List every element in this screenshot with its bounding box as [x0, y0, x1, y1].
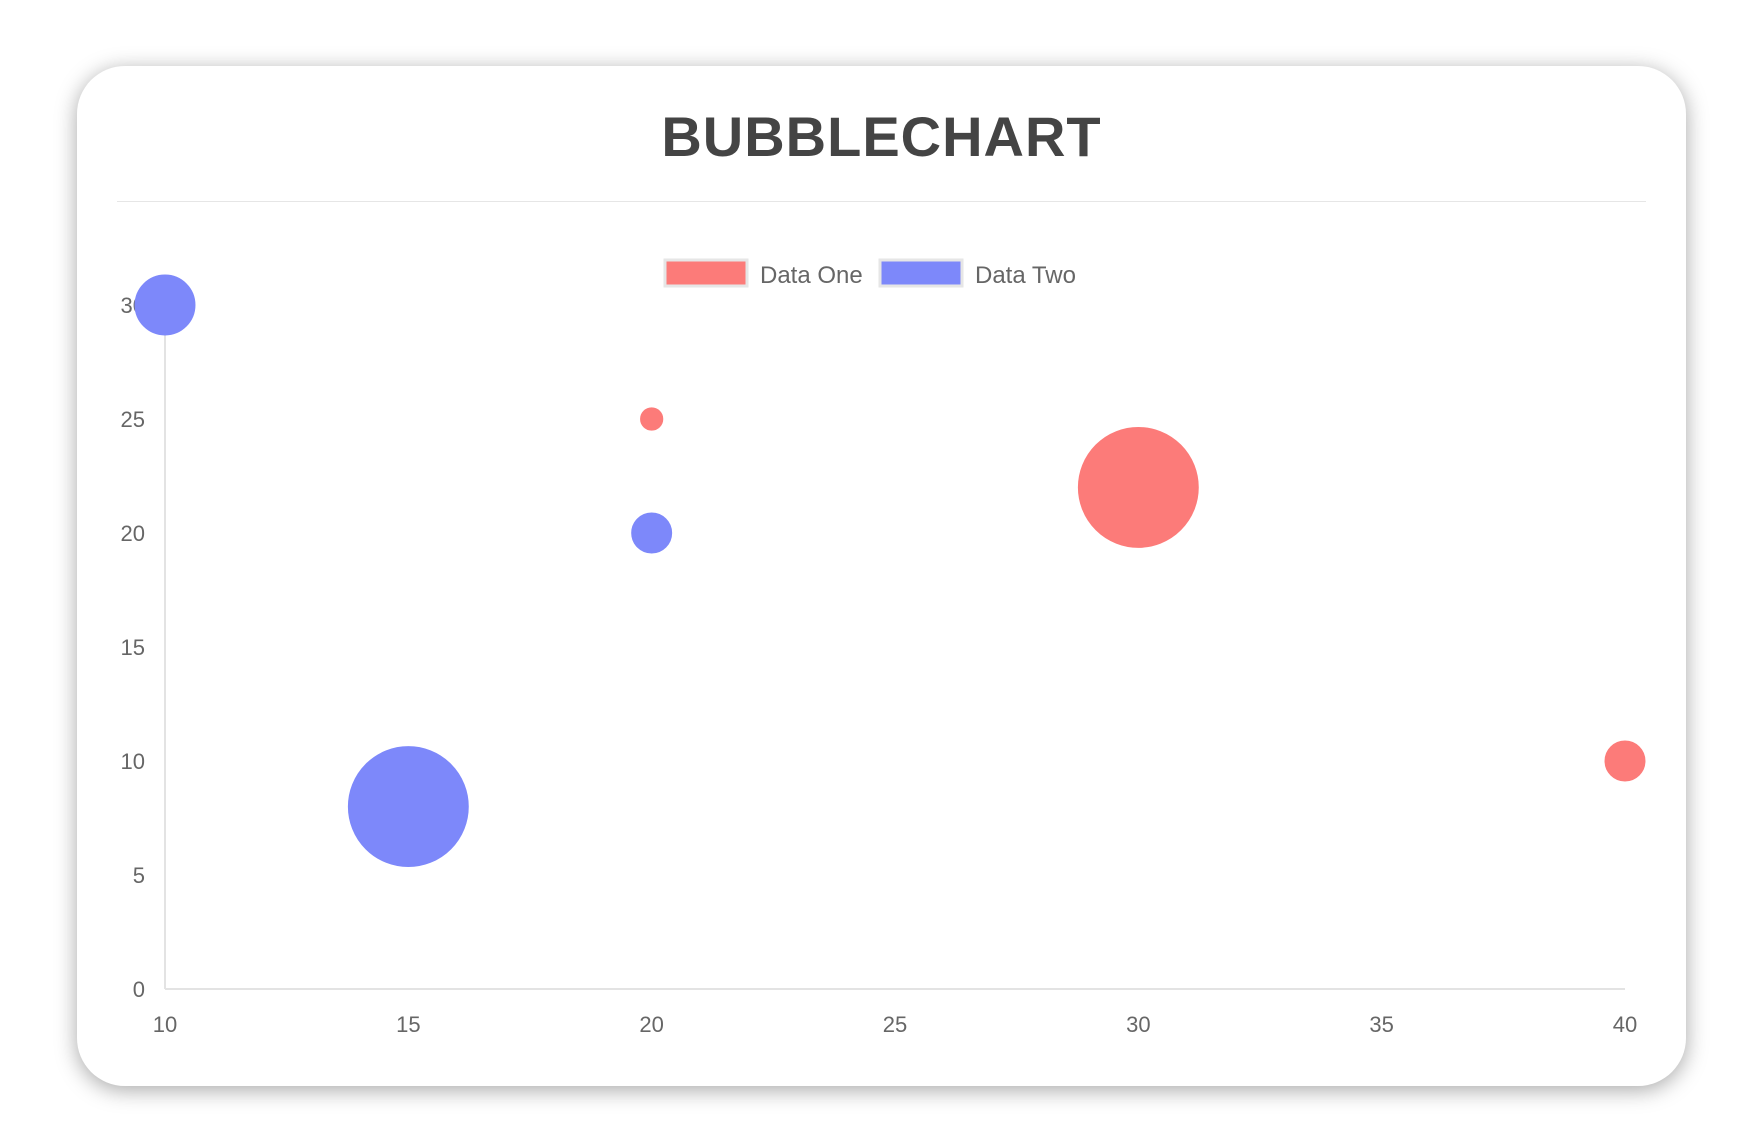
- y-tick-label: 10: [121, 749, 145, 774]
- legend-swatch-2: [878, 258, 964, 288]
- y-tick-label: 25: [121, 407, 145, 432]
- y-tick-label: 20: [121, 521, 145, 546]
- x-tick-label: 15: [396, 1012, 420, 1037]
- y-tick-label: 5: [133, 863, 145, 888]
- legend-swatch-1: [663, 258, 749, 288]
- bubble-2: [347, 746, 469, 868]
- title-divider: [117, 201, 1646, 202]
- x-tick-label: 30: [1126, 1012, 1150, 1037]
- chart-card: [77, 66, 1686, 1086]
- x-tick-label: 10: [153, 1012, 177, 1037]
- x-tick-label: 35: [1369, 1012, 1393, 1037]
- y-tick-label: 0: [133, 977, 145, 1002]
- bubble-1: [1077, 426, 1199, 548]
- bubble-2: [631, 512, 673, 554]
- legend-label-1: Data One: [760, 262, 863, 289]
- x-tick-label: 40: [1613, 1012, 1637, 1037]
- y-tick-label: 15: [121, 635, 145, 660]
- x-tick-label: 25: [883, 1012, 907, 1037]
- bubble-1: [640, 407, 664, 431]
- legend-label-2: Data Two: [975, 262, 1076, 289]
- chart-title: BUBBLECHART: [661, 105, 1102, 168]
- bubble-2: [134, 274, 196, 336]
- x-tick-label: 20: [639, 1012, 663, 1037]
- bubble-1: [1604, 740, 1646, 782]
